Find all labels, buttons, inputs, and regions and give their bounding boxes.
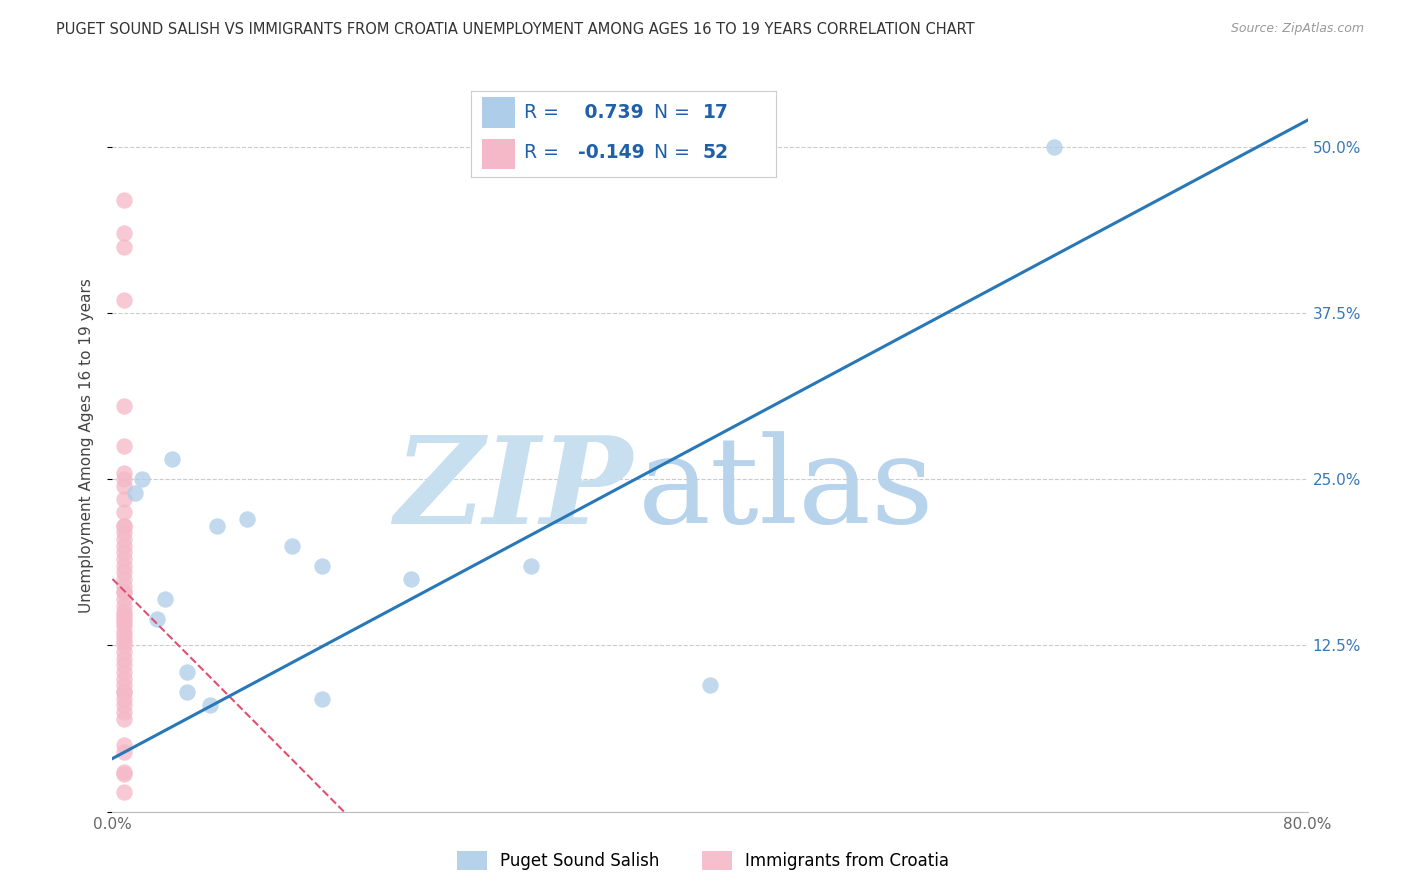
Point (114, 492, 135, 507)
Point (114, 591, 135, 606)
Text: atlas: atlas (638, 432, 935, 549)
Point (114, 698, 135, 713)
Point (114, 785, 135, 799)
Point (311, 558, 333, 573)
Point (114, 738, 135, 752)
Point (114, 612, 135, 626)
Point (131, 472, 153, 486)
Point (114, 691, 135, 706)
Point (114, 615, 135, 629)
Point (114, 539, 135, 553)
Point (114, 572, 135, 586)
Text: ZIP: ZIP (394, 431, 633, 549)
Text: Source: ZipAtlas.com: Source: ZipAtlas.com (1230, 22, 1364, 36)
Point (236, 512, 259, 526)
Point (520, 558, 543, 573)
Point (114, 585, 135, 599)
Point (114, 658, 135, 673)
Point (114, 239, 135, 253)
Point (114, 639, 135, 653)
Point (114, 585, 135, 599)
Point (699, 678, 721, 692)
Point (114, 226, 135, 240)
Point (114, 629, 135, 643)
Point (198, 698, 221, 713)
Point (114, 665, 135, 679)
Point (114, 618, 135, 632)
Point (114, 518, 135, 533)
Point (114, 466, 135, 480)
Point (114, 532, 135, 546)
Point (114, 399, 135, 413)
Point (281, 539, 304, 553)
Point (114, 705, 135, 719)
Point (205, 518, 228, 533)
Point (114, 558, 135, 573)
Point (114, 525, 135, 540)
Point (1042, 140, 1064, 154)
Point (114, 645, 135, 659)
Point (176, 685, 198, 699)
Point (114, 506, 135, 520)
Point (124, 485, 146, 500)
Point (114, 764, 135, 779)
Point (114, 472, 135, 486)
Point (146, 612, 169, 626)
Point (114, 579, 135, 593)
Point (176, 665, 198, 679)
Point (114, 552, 135, 566)
Point (114, 566, 135, 580)
Y-axis label: Unemployment Among Ages 16 to 19 years: Unemployment Among Ages 16 to 19 years (79, 278, 94, 614)
Point (114, 745, 135, 759)
Point (114, 545, 135, 559)
Legend: Puget Sound Salish, Immigrants from Croatia: Puget Sound Salish, Immigrants from Croa… (450, 844, 956, 877)
Point (114, 605, 135, 619)
Point (114, 652, 135, 666)
Point (114, 518, 135, 533)
Text: PUGET SOUND SALISH VS IMMIGRANTS FROM CROATIA UNEMPLOYMENT AMONG AGES 16 TO 19 Y: PUGET SOUND SALISH VS IMMIGRANTS FROM CR… (56, 22, 974, 37)
Point (162, 452, 183, 467)
Point (114, 672, 135, 686)
Point (114, 599, 135, 613)
Point (114, 625, 135, 640)
Point (153, 591, 176, 606)
Point (114, 193, 135, 207)
Point (114, 685, 135, 699)
Point (311, 691, 333, 706)
Point (114, 439, 135, 453)
Point (114, 293, 135, 307)
Point (114, 767, 135, 781)
Point (114, 678, 135, 692)
Point (114, 685, 135, 699)
Point (114, 634, 135, 648)
Point (401, 572, 423, 586)
Point (114, 712, 135, 726)
Point (114, 479, 135, 493)
Point (114, 607, 135, 622)
